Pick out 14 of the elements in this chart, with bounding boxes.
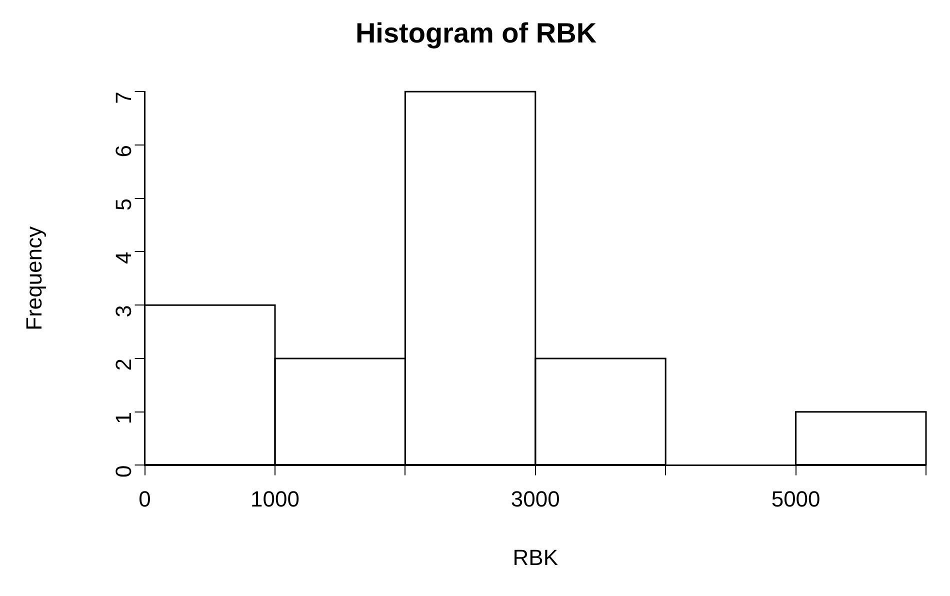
y-tick-label: 7: [110, 92, 136, 104]
y-tick-label: 4: [110, 252, 136, 264]
y-tick-label: 1: [110, 412, 136, 424]
x-tick-label: 1000: [250, 486, 300, 512]
x-tick-label: 5000: [771, 486, 820, 512]
y-tick-label: 5: [110, 198, 136, 211]
y-tick-label: 6: [110, 144, 136, 158]
y-tick-label: 2: [110, 358, 136, 371]
chart-title: Histogram of RBK: [355, 18, 597, 49]
x-axis-title: RBK: [512, 544, 558, 570]
y-tick-label: 0: [110, 465, 136, 478]
y-axis-title: Frequency: [21, 226, 46, 330]
x-tick-label: 3000: [510, 486, 560, 512]
y-tick-label: 3: [110, 305, 136, 318]
